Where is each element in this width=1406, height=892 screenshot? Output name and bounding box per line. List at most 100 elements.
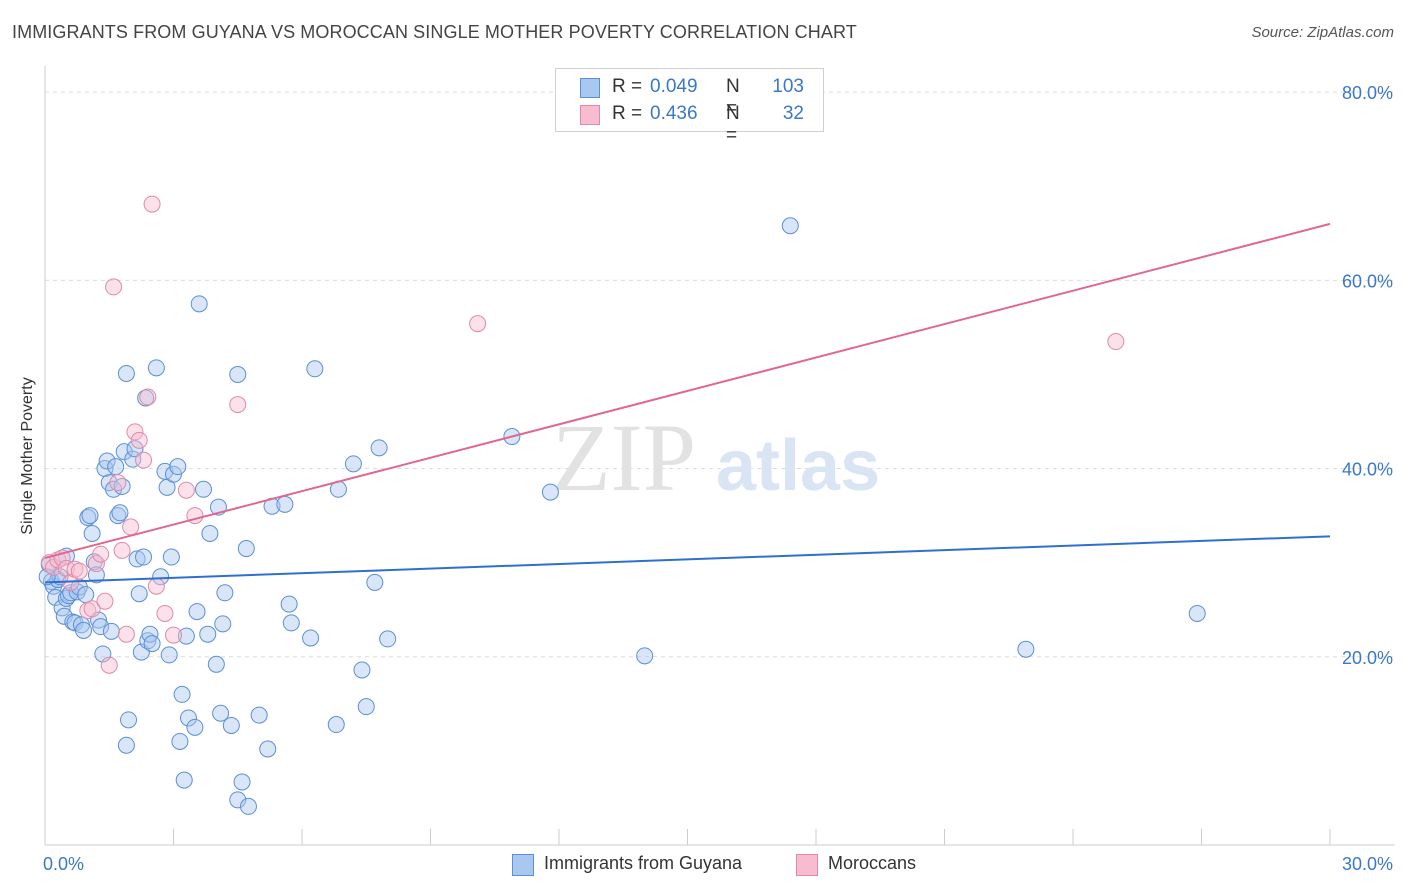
data-point <box>77 586 95 604</box>
data-point <box>156 604 174 622</box>
r-value: 0.049 <box>650 76 698 97</box>
data-point <box>81 507 99 525</box>
data-point <box>302 629 320 647</box>
watermark-atlas: atlas <box>716 426 880 506</box>
series-legend: Immigrants from Guyana Moroccans <box>0 852 1406 878</box>
data-point <box>229 791 247 809</box>
watermark-zip: ZIP <box>552 404 696 511</box>
data-point <box>147 577 165 595</box>
data-point <box>165 626 182 644</box>
data-point <box>66 560 84 578</box>
legend-swatch-blue <box>512 854 534 876</box>
data-point <box>1017 640 1035 658</box>
data-point <box>207 655 225 673</box>
data-point <box>139 388 157 406</box>
data-point <box>107 458 125 476</box>
data-point <box>162 548 180 566</box>
data-point <box>109 474 127 492</box>
data-point <box>233 773 251 791</box>
data-point <box>126 423 144 441</box>
data-point <box>135 548 153 566</box>
trend-line <box>44 222 1331 559</box>
data-point <box>469 315 487 333</box>
source-credit: Source: ZipAtlas.com <box>1251 24 1394 41</box>
data-point <box>259 740 277 758</box>
legend-label: Immigrants from Guyana <box>544 853 743 873</box>
data-point <box>70 562 88 580</box>
series-guyana-points <box>38 217 1206 815</box>
data-point <box>237 540 255 558</box>
data-point <box>379 630 397 648</box>
tick-labels: 20.0% 40.0% 60.0% 80.0% 0.0% 30.0% <box>43 83 1393 874</box>
data-point <box>117 736 135 754</box>
data-point <box>113 541 131 559</box>
n-label: N = <box>726 103 740 146</box>
trend-lines <box>44 222 1331 584</box>
data-point <box>147 359 165 377</box>
data-point <box>169 458 187 476</box>
r-label: R = <box>612 76 643 97</box>
data-point <box>83 524 101 542</box>
data-point <box>62 584 80 602</box>
data-point <box>109 507 127 525</box>
n-label: N = <box>726 76 740 119</box>
data-point <box>1188 604 1206 622</box>
data-point <box>280 595 298 613</box>
data-point <box>306 360 324 378</box>
y-tick-label: 40.0% <box>1342 460 1393 480</box>
data-point <box>102 622 120 640</box>
legend-swatch-blue <box>580 78 600 98</box>
data-point <box>38 568 56 586</box>
data-point <box>186 718 204 736</box>
data-point <box>366 573 384 591</box>
data-point <box>87 555 105 573</box>
data-point <box>327 716 345 734</box>
n-value: 32 <box>782 103 804 124</box>
data-point <box>222 716 240 734</box>
data-point <box>216 584 234 602</box>
data-point <box>175 771 193 789</box>
data-point <box>96 592 114 610</box>
legend-label: Moroccans <box>828 853 917 873</box>
y-tick-label: 20.0% <box>1342 648 1393 668</box>
data-point <box>177 481 195 499</box>
data-point <box>143 635 161 653</box>
data-point <box>57 559 75 577</box>
trend-line <box>44 535 1331 584</box>
data-point <box>152 568 170 586</box>
data-point <box>370 439 388 457</box>
data-point <box>781 217 799 235</box>
data-point <box>177 627 195 645</box>
data-point <box>126 440 144 458</box>
data-point <box>1107 333 1125 351</box>
legend-swatch-pink <box>580 105 600 125</box>
data-point <box>239 797 257 815</box>
data-point <box>212 704 230 722</box>
data-point <box>55 607 73 625</box>
x-tick-label: 0.0% <box>43 854 84 874</box>
data-point <box>130 585 148 603</box>
data-point <box>179 709 197 727</box>
r-value: 0.436 <box>650 103 698 124</box>
data-point <box>353 661 371 679</box>
data-point <box>276 495 294 513</box>
data-point <box>75 621 93 639</box>
data-point <box>83 600 101 618</box>
stats-legend: R = 0.049 N = 103 R = 0.436 N = 32 <box>555 68 824 146</box>
data-point <box>541 483 559 501</box>
data-point <box>173 685 191 703</box>
data-point <box>98 452 116 470</box>
x-tick-label: 30.0% <box>1342 854 1393 874</box>
data-point <box>214 615 232 633</box>
data-point <box>282 614 300 632</box>
data-point <box>117 625 135 643</box>
data-point <box>79 508 97 526</box>
axes <box>44 66 1395 846</box>
data-point <box>79 602 97 620</box>
data-point <box>188 603 206 621</box>
data-point <box>194 480 212 498</box>
data-point <box>92 545 110 563</box>
data-point <box>357 698 375 716</box>
data-point <box>105 278 123 296</box>
